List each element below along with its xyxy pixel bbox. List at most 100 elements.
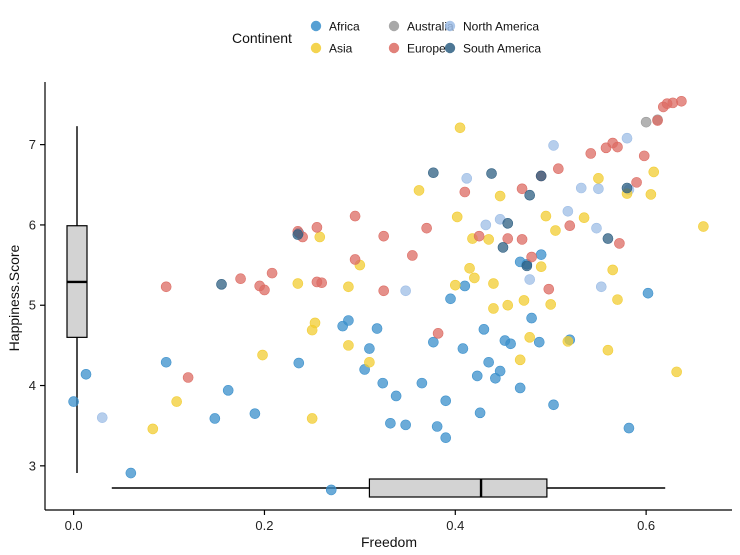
data-point-asia xyxy=(545,299,557,310)
data-point-africa xyxy=(400,419,411,431)
y-tick-label: 3 xyxy=(29,458,36,473)
data-point-africa xyxy=(440,432,452,444)
data-point-asia xyxy=(535,261,547,272)
data-point-asia xyxy=(413,185,425,196)
data-point-south-america xyxy=(524,189,536,201)
data-point-africa xyxy=(471,370,483,382)
data-point-europe xyxy=(667,97,679,109)
data-point-asia xyxy=(602,344,614,356)
data-point-north-america xyxy=(575,182,587,194)
data-point-europe xyxy=(585,148,597,159)
data-point-africa xyxy=(623,422,635,434)
data-point-africa xyxy=(80,368,92,380)
data-point-asia xyxy=(292,278,304,289)
legend-label-north-america: North America xyxy=(463,19,539,33)
data-point-asia xyxy=(306,413,318,424)
data-point-africa xyxy=(222,385,234,396)
data-point-asia xyxy=(451,211,463,223)
data-point-europe xyxy=(516,234,528,245)
legend-label-europe: Europe xyxy=(407,41,446,55)
data-point-europe xyxy=(349,210,361,222)
data-point-africa xyxy=(459,280,471,292)
x-tick-label: 0.2 xyxy=(255,518,273,533)
data-point-africa xyxy=(514,382,526,394)
data-point-asia xyxy=(502,299,514,311)
legend-label-africa: Africa xyxy=(329,19,360,33)
data-point-asia xyxy=(550,225,561,236)
data-point-africa xyxy=(385,417,396,429)
data-point-south-america xyxy=(428,167,439,179)
data-point-south-america xyxy=(535,170,547,182)
data-point-europe xyxy=(266,267,278,279)
data-point-north-america xyxy=(595,281,607,293)
data-point-asia xyxy=(648,166,660,178)
data-point-europe xyxy=(638,150,650,162)
data-point-africa xyxy=(505,338,516,350)
data-point-asia xyxy=(593,173,604,184)
data-point-south-america xyxy=(502,218,514,229)
data-point-europe xyxy=(564,220,576,232)
data-point-europe xyxy=(631,177,642,188)
data-point-europe xyxy=(473,230,485,242)
data-point-asia xyxy=(257,349,268,361)
data-point-africa xyxy=(364,343,375,354)
data-point-africa xyxy=(535,249,547,260)
data-point-europe xyxy=(652,115,663,126)
y-tick-label: 7 xyxy=(29,137,36,152)
data-point-asia xyxy=(562,336,574,347)
data-point-africa xyxy=(293,357,305,369)
data-point-africa xyxy=(526,312,537,324)
data-point-south-america xyxy=(621,182,633,194)
data-point-africa xyxy=(390,390,402,402)
x-axis-ticks: 0.0 0.2 0.4 0.6 xyxy=(65,510,655,533)
data-point-europe xyxy=(378,285,390,297)
data-point-africa xyxy=(325,484,337,496)
data-point-asia xyxy=(645,189,657,200)
data-point-africa xyxy=(642,287,654,299)
data-point-asia xyxy=(488,303,499,314)
legend-label-south-america: South America xyxy=(463,41,541,55)
legend: Continent Africa Australia North America As… xyxy=(232,19,541,55)
data-point-south-america xyxy=(497,242,509,253)
data-point-south-america xyxy=(292,229,304,240)
data-point-asia xyxy=(454,122,466,134)
data-point-north-america xyxy=(480,219,492,231)
data-point-europe xyxy=(407,250,418,261)
legend-title: Continent xyxy=(232,30,292,46)
data-point-europe xyxy=(316,277,328,289)
data-point-north-america xyxy=(591,222,602,234)
data-point-africa xyxy=(377,377,389,389)
data-point-asia xyxy=(494,190,506,202)
x-tick-label: 0.6 xyxy=(637,518,655,533)
data-point-europe xyxy=(459,186,471,198)
data-point-africa xyxy=(209,413,221,424)
data-point-north-america xyxy=(400,285,411,297)
data-point-africa xyxy=(440,395,452,407)
data-point-asia xyxy=(171,396,182,407)
data-point-africa xyxy=(249,408,261,419)
data-point-africa xyxy=(160,356,172,368)
data-point-africa xyxy=(445,293,456,305)
data-point-europe xyxy=(553,163,564,175)
data-point-asia xyxy=(469,272,480,284)
legend-key-south-america xyxy=(444,42,456,54)
data-point-north-america xyxy=(524,274,536,285)
data-point-asia xyxy=(524,332,536,343)
x-tick-label: 0.4 xyxy=(446,518,464,533)
data-point-asia xyxy=(449,279,461,291)
data-point-africa xyxy=(457,343,469,354)
data-point-africa xyxy=(431,421,443,432)
data-point-north-america xyxy=(548,140,559,151)
data-point-asia xyxy=(343,340,354,351)
data-point-asia xyxy=(518,295,530,306)
data-point-europe xyxy=(259,284,270,296)
legend-key-asia xyxy=(310,42,322,54)
data-point-asia xyxy=(464,262,475,274)
legend-label-australia: Australia xyxy=(407,19,454,33)
data-point-asia xyxy=(607,264,619,276)
y-axis-ticks: 3 4 5 6 7 xyxy=(29,137,45,473)
data-point-asia xyxy=(364,356,375,368)
data-point-africa xyxy=(533,336,545,348)
legend-key-north-america xyxy=(444,20,456,32)
